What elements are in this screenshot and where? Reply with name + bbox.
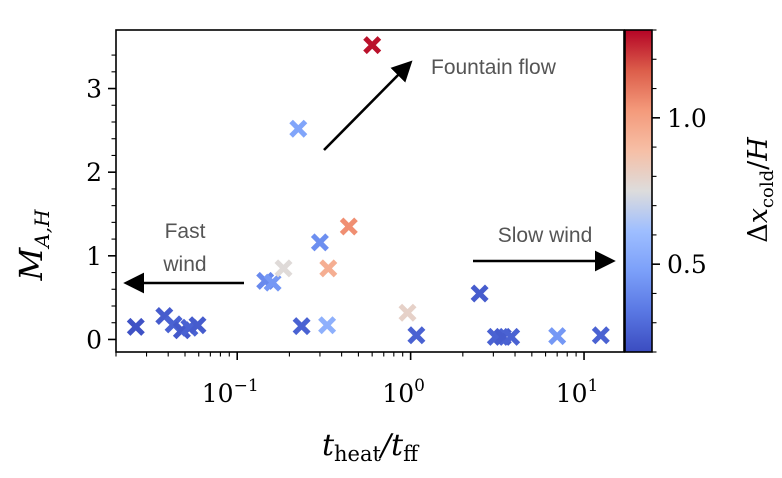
fountain-flow-annotation: Fountain flow — [323, 56, 557, 151]
y-tick-label: 3 — [86, 75, 102, 104]
fountain-flow-arrow — [323, 60, 413, 151]
y-tick-label: 0 — [86, 325, 102, 354]
colorbar-tick-label: 1.0 — [667, 104, 707, 133]
data-point — [319, 259, 338, 278]
fountain-flow-label: Fountain flow — [431, 56, 557, 79]
data-point — [188, 316, 207, 335]
y-tick-label: 2 — [86, 158, 102, 187]
data-point — [502, 327, 521, 346]
colorbar: 0.5 1.0 Δxcold/H — [624, 29, 778, 353]
data-point — [126, 317, 145, 336]
fast-wind-label-line2: wind — [162, 253, 206, 276]
slow-wind-label: Slow wind — [498, 224, 593, 247]
data-point — [591, 326, 610, 345]
colorbar-tick-label: 0.5 — [667, 250, 707, 279]
fast-wind-annotation: Fast wind — [123, 220, 244, 294]
data-point — [292, 317, 311, 336]
data-point — [289, 119, 308, 138]
colorbar-gradient — [624, 29, 653, 353]
data-point — [407, 326, 426, 345]
y-tick-label: 1 — [86, 242, 102, 271]
colorbar-label: Δxcold/H — [743, 137, 778, 243]
data-points — [126, 36, 610, 346]
x-tick-label: 10−1 — [202, 376, 259, 408]
data-point — [339, 217, 358, 236]
data-point — [274, 259, 293, 278]
data-point — [263, 273, 282, 292]
data-point — [548, 327, 567, 346]
plot-frame — [115, 29, 625, 353]
x-tick-label: 100 — [382, 376, 425, 408]
data-point — [310, 233, 329, 252]
data-point — [470, 284, 489, 303]
y-axis-label: MA,H — [12, 209, 54, 282]
data-point — [398, 303, 417, 322]
colorbar-ticks: 0.5 1.0 — [652, 29, 707, 353]
data-point — [318, 316, 337, 335]
x-axis-ticks: 10−1 100 101 — [115, 352, 599, 408]
data-point — [363, 36, 382, 55]
y-axis-ticks: 0 1 2 3 — [86, 54, 116, 354]
x-axis-label: theat/tff — [322, 428, 420, 466]
x-tick-label: 101 — [556, 376, 599, 408]
slow-wind-annotation: Slow wind — [473, 224, 616, 272]
fast-wind-label-line1: Fast — [165, 220, 206, 243]
